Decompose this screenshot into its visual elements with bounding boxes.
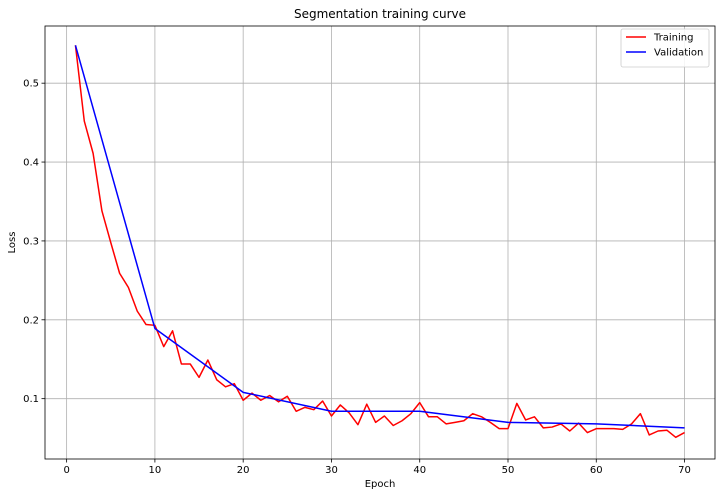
y-tick-label: 0.1 <box>23 394 39 405</box>
y-tick-label: 0.4 <box>23 158 39 169</box>
x-tick-label: 60 <box>590 465 603 476</box>
x-axis-label: Epoch <box>365 479 396 490</box>
x-tick-label: 70 <box>678 465 691 476</box>
y-tick-label: 0.3 <box>23 236 39 247</box>
x-tick-label: 20 <box>237 465 250 476</box>
x-tick-label: 50 <box>502 465 515 476</box>
series-layer <box>74 45 685 439</box>
axis-ticks: 0 10 20 30 40 50 60 70 0.1 0.2 0.3 0.4 0.5 <box>23 79 691 476</box>
grid <box>45 26 715 459</box>
series-line-training <box>74 45 685 439</box>
x-tick-label: 30 <box>325 465 338 476</box>
y-axis-label: Loss <box>7 232 18 254</box>
legend: Training Validation <box>620 28 710 68</box>
x-tick-label: 0 <box>63 465 69 476</box>
chart-title: Segmentation training curve <box>294 7 466 21</box>
series-line-validation <box>74 45 685 429</box>
legend-box <box>620 28 710 68</box>
y-tick-label: 0.5 <box>23 79 39 90</box>
x-tick-label: 40 <box>413 465 426 476</box>
x-tick-label: 10 <box>149 465 162 476</box>
plot-frame <box>44 25 716 460</box>
legend-label-validation: Validation <box>654 48 703 59</box>
y-tick-label: 0.2 <box>23 315 39 326</box>
plot-area <box>45 26 715 459</box>
legend-label-training: Training <box>653 33 693 44</box>
